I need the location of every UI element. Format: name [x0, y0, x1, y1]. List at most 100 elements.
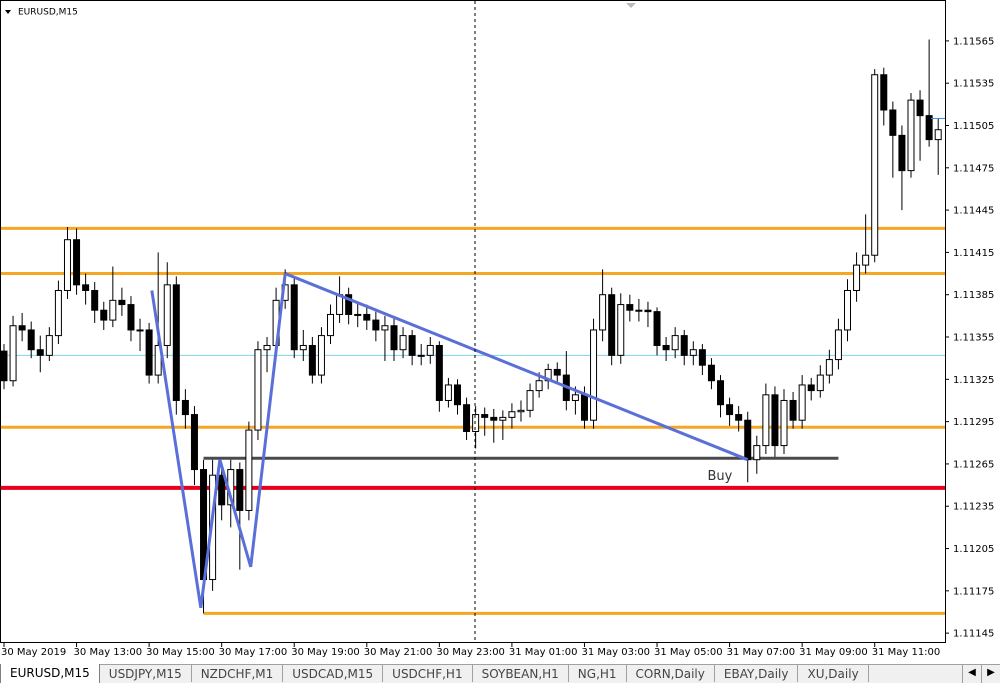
candle-body [707, 364, 715, 382]
candle-body [608, 294, 616, 356]
tab[interactable]: SOYBEAN,H1 [473, 665, 569, 682]
y-tick-label: 1.11325 [953, 375, 994, 386]
candle-body [245, 429, 253, 511]
annotation: Buy [707, 469, 732, 484]
tab[interactable]: NG,H1 [569, 665, 627, 682]
candle-body [136, 329, 144, 332]
candle-body [36, 349, 44, 356]
plot-frame [0, 0, 946, 643]
tab-left[interactable]: ◀ [962, 665, 981, 683]
candle-body [590, 329, 598, 421]
y-tick-label: 1.11565 [953, 36, 994, 47]
candle-body [127, 304, 135, 331]
candle-body [18, 325, 26, 331]
candle-body [399, 335, 407, 351]
candle-body [816, 374, 824, 392]
candle-body [0, 350, 8, 382]
candle-body [426, 344, 434, 356]
y-tick-label: 1.11205 [953, 544, 994, 555]
candle-body [898, 134, 906, 172]
candle-body [617, 304, 625, 356]
candle-body [63, 239, 71, 291]
candle-body [671, 335, 679, 351]
x-tick-label: 30 May 19:00 [291, 647, 360, 658]
x-tick-label: 30 May 21:00 [364, 647, 433, 658]
candle-body [354, 313, 362, 316]
candle-body [254, 349, 262, 431]
chart: Buy EURUSD,M15 1.11565 1.11535 1.11505 1.11… [0, 0, 994, 658]
chart-title: EURUSD,M15 [18, 8, 78, 18]
y-tick-label: 1.11505 [953, 121, 994, 132]
candle-body [263, 344, 271, 351]
candle-body [526, 390, 534, 411]
candle-body [463, 404, 471, 432]
tab[interactable]: USDJPY,M15 [100, 665, 192, 682]
y-tick-label: 1.11295 [953, 417, 994, 428]
candle-body [54, 289, 62, 337]
plot: Buy [0, 39, 945, 615]
tab[interactable]: XU,Daily [798, 665, 869, 682]
scroll-marker [626, 3, 636, 8]
candle-body [172, 284, 180, 401]
candle-body [308, 344, 316, 376]
candle-body [762, 394, 770, 447]
x-tick-label: 30 May 13:00 [74, 647, 143, 658]
candle-body [481, 414, 489, 418]
x-tick-label: 31 May 03:00 [581, 647, 650, 658]
candle-body [553, 368, 561, 376]
candle-body [236, 469, 244, 511]
tab[interactable]: USDCHF,H1 [383, 665, 473, 682]
candle-body [327, 313, 335, 337]
candle-body [444, 384, 452, 401]
x-tick-label: 30 May 15:00 [146, 647, 215, 658]
candle-body [599, 294, 607, 331]
candle-body [390, 325, 398, 351]
tab[interactable]: CORN,Daily [627, 665, 715, 682]
candle-body [372, 319, 380, 331]
x-tick-label: 31 May 07:00 [727, 647, 796, 658]
y-tick-label: 1.11385 [953, 290, 994, 301]
x-tick-label: 31 May 11:00 [872, 647, 941, 658]
candle-body [862, 254, 870, 266]
candle-body [9, 325, 17, 382]
candle-body [843, 289, 851, 331]
tab[interactable]: USDCAD,M15 [283, 665, 384, 682]
candle-body [744, 419, 752, 461]
candle-body [871, 74, 879, 256]
candle-body [435, 344, 443, 401]
x-tick-label: 30 May 23:00 [436, 647, 505, 658]
candle-body [91, 289, 99, 311]
candle-body [290, 284, 298, 351]
y-tick-label: 1.11535 [953, 79, 994, 90]
tab-right[interactable]: ▶ [981, 665, 1000, 683]
candle-body [490, 416, 498, 421]
y-tick-label: 1.11415 [953, 248, 994, 259]
candle-body [689, 349, 697, 356]
x-tick-label: 31 May 09:00 [799, 647, 868, 658]
candle-body [73, 239, 81, 286]
candle-body [118, 299, 126, 306]
candle-body [662, 344, 670, 351]
candle-body [580, 394, 588, 421]
y-tick-label: 1.11175 [953, 586, 994, 597]
candle-body [798, 384, 806, 421]
candle-body [753, 445, 761, 461]
candle-body [345, 294, 353, 315]
x-tick-label: 31 May 05:00 [654, 647, 723, 658]
candle-body [163, 284, 171, 346]
candle-body [45, 335, 53, 356]
x-tick-label: 30 May 2019 [1, 647, 66, 658]
candle-body [735, 414, 743, 421]
tab[interactable]: NZDCHF,M1 [192, 665, 284, 682]
candle-body [916, 99, 924, 117]
candle-body [680, 335, 688, 356]
tab[interactable]: EURUSD,M15 [0, 664, 100, 683]
candle-body [363, 313, 371, 321]
y-tick-label: 1.11355 [953, 333, 994, 344]
candle-body [853, 264, 861, 291]
y-tick-label: 1.11265 [953, 459, 994, 470]
tab[interactable]: EBAY,Daily [715, 665, 799, 682]
candle-body [100, 309, 108, 321]
menu-arrow [5, 10, 11, 14]
